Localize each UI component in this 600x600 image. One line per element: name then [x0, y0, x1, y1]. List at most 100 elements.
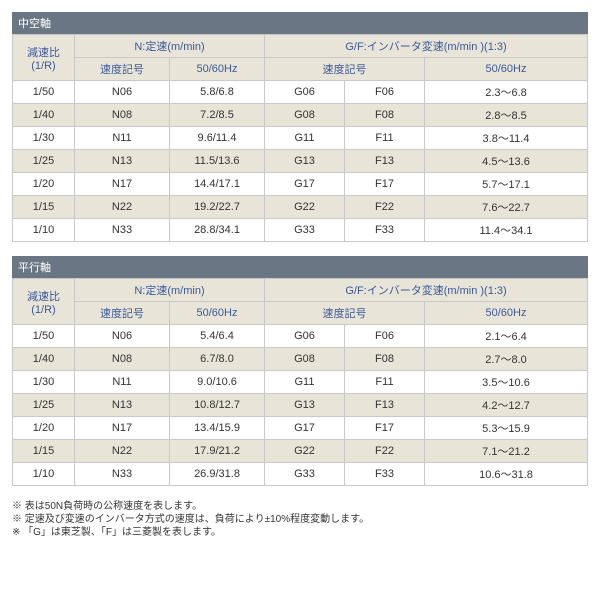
cell-n-freq: 28.8/34.1 — [170, 219, 265, 242]
cell-g-code: G22 — [265, 440, 345, 463]
table-row: 1/10N3326.9/31.8G33F3310.6～31.8 — [13, 463, 588, 486]
cell-gf-freq: 2.7～8.0 — [425, 348, 588, 371]
table-row: 1/50N065.4/6.4G06F062.1～6.4 — [13, 325, 588, 348]
table-row: 1/20N1713.4/15.9G17F175.3～15.9 — [13, 417, 588, 440]
cell-n-code: N06 — [75, 81, 170, 104]
footnotes: ※ 表は50N負荷時の公称速度を表します。※ 定速及び変速のインバータ方式の速度… — [12, 500, 588, 539]
col-gf-group-header: G/F:インバータ変速(m/min )(1:3) — [265, 35, 588, 58]
cell-ratio: 1/40 — [13, 104, 75, 127]
cell-n-code: N17 — [75, 417, 170, 440]
col-n-freq-header: 50/60Hz — [170, 58, 265, 81]
table-row: 1/30N119.6/11.4G11F113.8～11.4 — [13, 127, 588, 150]
speed-table: 減速比 (1/R)N:定速(m/min)G/F:インバータ変速(m/min )(… — [12, 34, 588, 242]
cell-gf-freq: 3.8～11.4 — [425, 127, 588, 150]
cell-n-code: N11 — [75, 371, 170, 394]
cell-n-code: N13 — [75, 394, 170, 417]
cell-ratio: 1/25 — [13, 150, 75, 173]
cell-f-code: F13 — [345, 150, 425, 173]
cell-n-freq: 7.2/8.5 — [170, 104, 265, 127]
cell-g-code: G17 — [265, 173, 345, 196]
cell-gf-freq: 5.7～17.1 — [425, 173, 588, 196]
table-row: 1/25N1310.8/12.7G13F134.2～12.7 — [13, 394, 588, 417]
cell-ratio: 1/50 — [13, 81, 75, 104]
col-gf-freq-header: 50/60Hz — [425, 58, 588, 81]
cell-f-code: F06 — [345, 325, 425, 348]
cell-n-code: N17 — [75, 173, 170, 196]
cell-n-freq: 26.9/31.8 — [170, 463, 265, 486]
section-title: 平行軸 — [12, 256, 588, 278]
cell-f-code: F17 — [345, 173, 425, 196]
cell-f-code: F08 — [345, 104, 425, 127]
table-row: 1/40N087.2/8.5G08F082.8～8.5 — [13, 104, 588, 127]
cell-ratio: 1/50 — [13, 325, 75, 348]
cell-g-code: G33 — [265, 219, 345, 242]
cell-ratio: 1/25 — [13, 394, 75, 417]
speed-table: 減速比 (1/R)N:定速(m/min)G/F:インバータ変速(m/min )(… — [12, 278, 588, 486]
cell-f-code: F22 — [345, 440, 425, 463]
cell-n-freq: 14.4/17.1 — [170, 173, 265, 196]
cell-ratio: 1/15 — [13, 440, 75, 463]
cell-ratio: 1/15 — [13, 196, 75, 219]
col-n-group-header: N:定速(m/min) — [75, 35, 265, 58]
cell-n-code: N11 — [75, 127, 170, 150]
col-n-code-header: 速度記号 — [75, 302, 170, 325]
table-row: 1/40N086.7/8.0G08F082.7～8.0 — [13, 348, 588, 371]
cell-n-code: N33 — [75, 219, 170, 242]
col-gf-freq-header: 50/60Hz — [425, 302, 588, 325]
col-ratio-header: 減速比 (1/R) — [13, 35, 75, 81]
cell-f-code: F33 — [345, 219, 425, 242]
cell-n-freq: 5.4/6.4 — [170, 325, 265, 348]
cell-f-code: F13 — [345, 394, 425, 417]
cell-ratio: 1/20 — [13, 173, 75, 196]
cell-n-freq: 11.5/13.6 — [170, 150, 265, 173]
cell-f-code: F11 — [345, 371, 425, 394]
col-gf-group-header: G/F:インバータ変速(m/min )(1:3) — [265, 279, 588, 302]
cell-n-freq: 6.7/8.0 — [170, 348, 265, 371]
section-block: 中空軸減速比 (1/R)N:定速(m/min)G/F:インバータ変速(m/min… — [12, 12, 588, 242]
footnote-line: ※ 「G」は東芝製、「F」は三菱製を表します。 — [12, 526, 588, 539]
cell-g-code: G17 — [265, 417, 345, 440]
section-block: 平行軸減速比 (1/R)N:定速(m/min)G/F:インバータ変速(m/min… — [12, 256, 588, 486]
cell-n-freq: 13.4/15.9 — [170, 417, 265, 440]
cell-gf-freq: 11.4～34.1 — [425, 219, 588, 242]
table-row: 1/15N2217.9/21.2G22F227.1～21.2 — [13, 440, 588, 463]
cell-n-freq: 17.9/21.2 — [170, 440, 265, 463]
table-row: 1/25N1311.5/13.6G13F134.5～13.6 — [13, 150, 588, 173]
cell-f-code: F11 — [345, 127, 425, 150]
cell-n-freq: 10.8/12.7 — [170, 394, 265, 417]
cell-gf-freq: 4.5～13.6 — [425, 150, 588, 173]
footnote-line: ※ 表は50N負荷時の公称速度を表します。 — [12, 500, 588, 513]
col-ratio-header: 減速比 (1/R) — [13, 279, 75, 325]
cell-gf-freq: 3.5～10.6 — [425, 371, 588, 394]
col-n-code-header: 速度記号 — [75, 58, 170, 81]
cell-gf-freq: 10.6～31.8 — [425, 463, 588, 486]
cell-n-code: N22 — [75, 440, 170, 463]
table-row: 1/50N065.8/6.8G06F062.3～6.8 — [13, 81, 588, 104]
cell-f-code: F22 — [345, 196, 425, 219]
cell-n-freq: 5.8/6.8 — [170, 81, 265, 104]
table-row: 1/10N3328.8/34.1G33F3311.4～34.1 — [13, 219, 588, 242]
section-title: 中空軸 — [12, 12, 588, 34]
cell-gf-freq: 2.8～8.5 — [425, 104, 588, 127]
cell-g-code: G06 — [265, 81, 345, 104]
cell-gf-freq: 2.1～6.4 — [425, 325, 588, 348]
table-row: 1/30N119.0/10.6G11F113.5～10.6 — [13, 371, 588, 394]
cell-g-code: G08 — [265, 104, 345, 127]
cell-g-code: G13 — [265, 394, 345, 417]
cell-ratio: 1/10 — [13, 463, 75, 486]
cell-g-code: G13 — [265, 150, 345, 173]
cell-f-code: F06 — [345, 81, 425, 104]
cell-gf-freq: 7.6～22.7 — [425, 196, 588, 219]
cell-g-code: G08 — [265, 348, 345, 371]
col-gf-code-header: 速度記号 — [265, 302, 425, 325]
col-n-group-header: N:定速(m/min) — [75, 279, 265, 302]
col-gf-code-header: 速度記号 — [265, 58, 425, 81]
cell-gf-freq: 4.2～12.7 — [425, 394, 588, 417]
cell-n-code: N22 — [75, 196, 170, 219]
cell-n-code: N08 — [75, 104, 170, 127]
cell-ratio: 1/30 — [13, 371, 75, 394]
cell-g-code: G11 — [265, 127, 345, 150]
cell-g-code: G22 — [265, 196, 345, 219]
col-n-freq-header: 50/60Hz — [170, 302, 265, 325]
cell-n-code: N33 — [75, 463, 170, 486]
